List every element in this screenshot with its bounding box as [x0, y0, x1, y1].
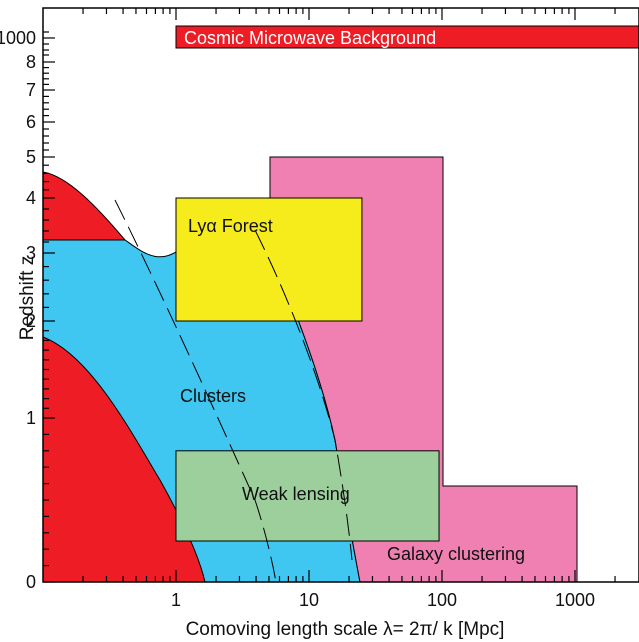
x-axis-title: Comoving length scale λ= 2π/ k [Mpc]	[186, 619, 505, 640]
y-tick-label: 2	[26, 311, 36, 331]
y-tick-label: 3	[26, 243, 36, 263]
y-tick-label: 7	[26, 80, 36, 100]
plot-area	[43, 25, 639, 582]
dashed-curve-right	[254, 229, 353, 561]
y-tick-label: 0	[26, 572, 36, 592]
weak-lensing-label: Weak lensing	[242, 484, 350, 504]
y-tick-label: 8	[26, 52, 36, 72]
cmb-region	[175, 25, 639, 49]
y-tick-label: 5	[26, 147, 36, 167]
galaxy-clustering-label: Galaxy clustering	[387, 544, 525, 564]
x-axis-ticks: 1 10 100 1000	[82, 8, 616, 610]
dashed-curve-left	[114, 199, 277, 582]
y-tick-label: 1	[26, 408, 36, 428]
x-tick-label: 10	[299, 590, 319, 610]
y-axis-title: Redshift z	[17, 256, 38, 340]
lya-forest-label: Lyα Forest	[188, 216, 273, 236]
plot-frame	[42, 7, 639, 583]
red-inner-region	[43, 336, 206, 582]
y-tick-label: 1000	[0, 28, 36, 48]
y-tick-label: 4	[26, 188, 36, 208]
red-outer-region	[43, 171, 127, 241]
x-tick-label: 100	[427, 590, 457, 610]
weak-lensing-region	[175, 450, 440, 542]
y-tick-label: 6	[26, 112, 36, 132]
clusters-label: Clusters	[180, 386, 246, 406]
x-tick-label: 1000	[555, 590, 595, 610]
x-tick-label: 1	[171, 590, 181, 610]
y-axis-ticks: 0 1 2 3 4 5 6 7 8 1000	[0, 28, 55, 592]
cmb-label: Cosmic Microwave Background	[184, 28, 436, 48]
